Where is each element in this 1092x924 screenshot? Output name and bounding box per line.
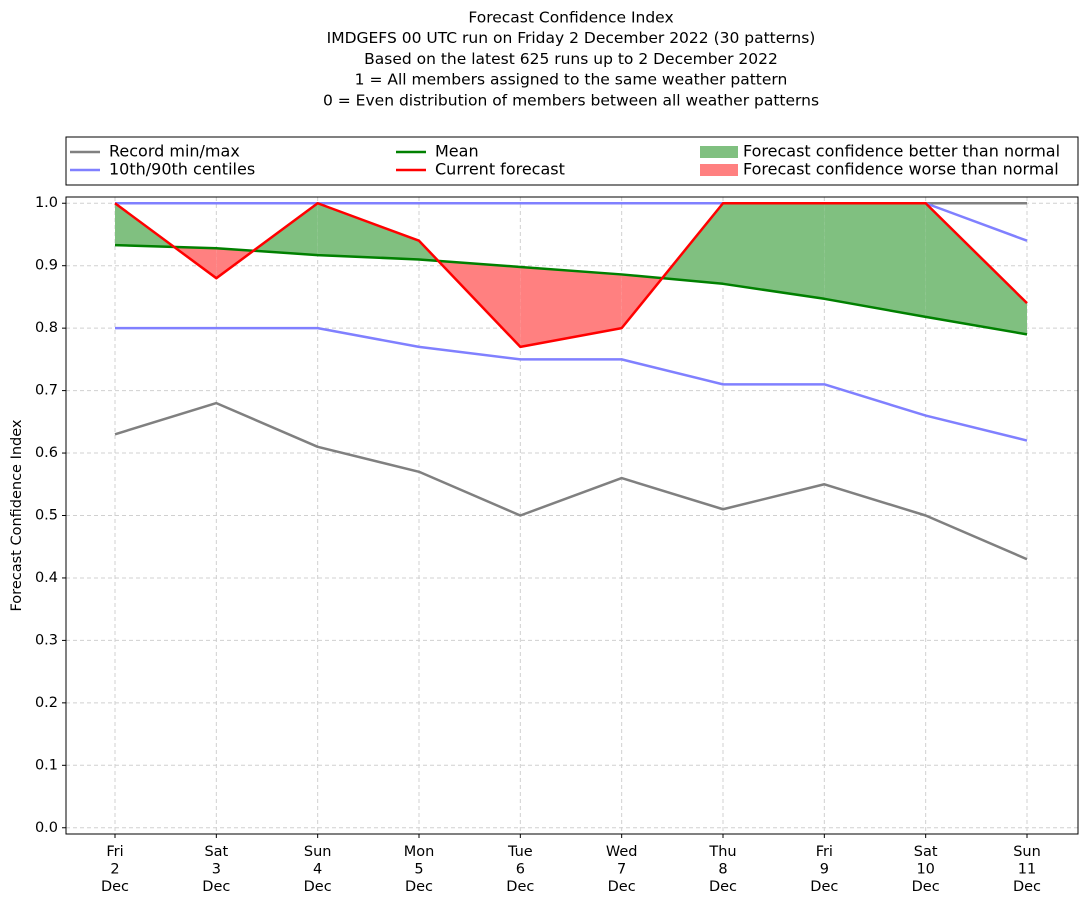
- x-tick-label: 7: [617, 862, 626, 878]
- x-tick-label: Sat: [914, 844, 938, 860]
- x-tick-label: Fri: [816, 844, 833, 860]
- y-tick-label: 0.4: [35, 570, 58, 586]
- y-tick-label: 0.7: [35, 383, 58, 399]
- x-tick-label: Tue: [507, 844, 533, 860]
- x-tick-label: 8: [718, 862, 727, 878]
- legend-swatch: [700, 146, 738, 158]
- x-tick-label: Dec: [608, 879, 636, 895]
- fill-area: [824, 203, 926, 317]
- legend-box: [65, 136, 1079, 186]
- legend-label: Mean: [435, 142, 479, 161]
- x-tick-label: 2: [110, 862, 119, 878]
- y-tick-label: 0.6: [35, 445, 58, 461]
- chart-title: Forecast Confidence Index: [468, 9, 673, 27]
- x-tick-label: Dec: [506, 879, 534, 895]
- x-tick-label: 10: [916, 862, 934, 878]
- fill-area: [317, 203, 419, 260]
- y-axis-label: Forecast Confidence Index: [9, 419, 25, 611]
- fill-area: [925, 203, 1027, 335]
- legend-label: Current forecast: [435, 160, 565, 179]
- x-tick-label: 11: [1018, 862, 1036, 878]
- series-line: [114, 201, 1028, 349]
- x-tick-label: Dec: [304, 879, 332, 895]
- y-tick-label: 0.2: [35, 695, 58, 711]
- y-tick-label: 0.1: [35, 757, 58, 773]
- series-line: [114, 243, 1028, 336]
- y-tick-label: 1.0: [35, 195, 58, 211]
- legend-label: Forecast confidence worse than normal: [743, 160, 1059, 179]
- chart-title: 0 = Even distribution of members between…: [323, 91, 819, 109]
- x-tick-label: 6: [516, 862, 525, 878]
- x-tick-label: Dec: [202, 879, 230, 895]
- y-tick-label: 0.8: [35, 320, 58, 336]
- x-tick-label: Dec: [101, 879, 129, 895]
- legend-label: 10th/90th centiles: [109, 160, 255, 179]
- x-tick-label: 9: [820, 862, 829, 878]
- x-tick-label: Fri: [106, 844, 123, 860]
- x-tick-label: 5: [414, 862, 423, 878]
- legend-label: Record min/max: [109, 142, 240, 161]
- x-tick-label: Sun: [1013, 844, 1041, 860]
- x-tick-label: Sun: [304, 844, 332, 860]
- x-tick-label: Dec: [405, 879, 433, 895]
- legend-swatch: [700, 164, 738, 176]
- y-tick-label: 0.9: [35, 258, 58, 274]
- series-line: [114, 401, 1028, 561]
- chart-title: IMDGEFS 00 UTC run on Friday 2 December …: [327, 29, 816, 47]
- x-tick-label: 4: [313, 862, 322, 878]
- x-tick-label: 3: [212, 862, 221, 878]
- legend-label: Forecast confidence better than normal: [743, 142, 1060, 161]
- fill-area: [723, 203, 825, 299]
- plot-frame: [65, 196, 1079, 835]
- y-tick-label: 0.3: [35, 632, 58, 648]
- series-line: [115, 326, 1028, 442]
- x-tick-label: Wed: [606, 844, 638, 860]
- chart-title: Based on the latest 625 runs up to 2 Dec…: [364, 50, 778, 68]
- chart-title: 1 = All members assigned to the same wea…: [355, 71, 788, 89]
- x-tick-label: Dec: [810, 879, 838, 895]
- fill-area: [520, 266, 622, 347]
- x-tick-label: Thu: [708, 844, 736, 860]
- x-tick-label: Dec: [1013, 879, 1041, 895]
- x-tick-label: Mon: [404, 844, 435, 860]
- x-tick-label: Sat: [204, 844, 228, 860]
- x-tick-label: Dec: [709, 879, 737, 895]
- x-tick-label: Dec: [912, 879, 940, 895]
- y-tick-label: 0.0: [35, 820, 58, 836]
- y-tick-label: 0.5: [35, 508, 58, 524]
